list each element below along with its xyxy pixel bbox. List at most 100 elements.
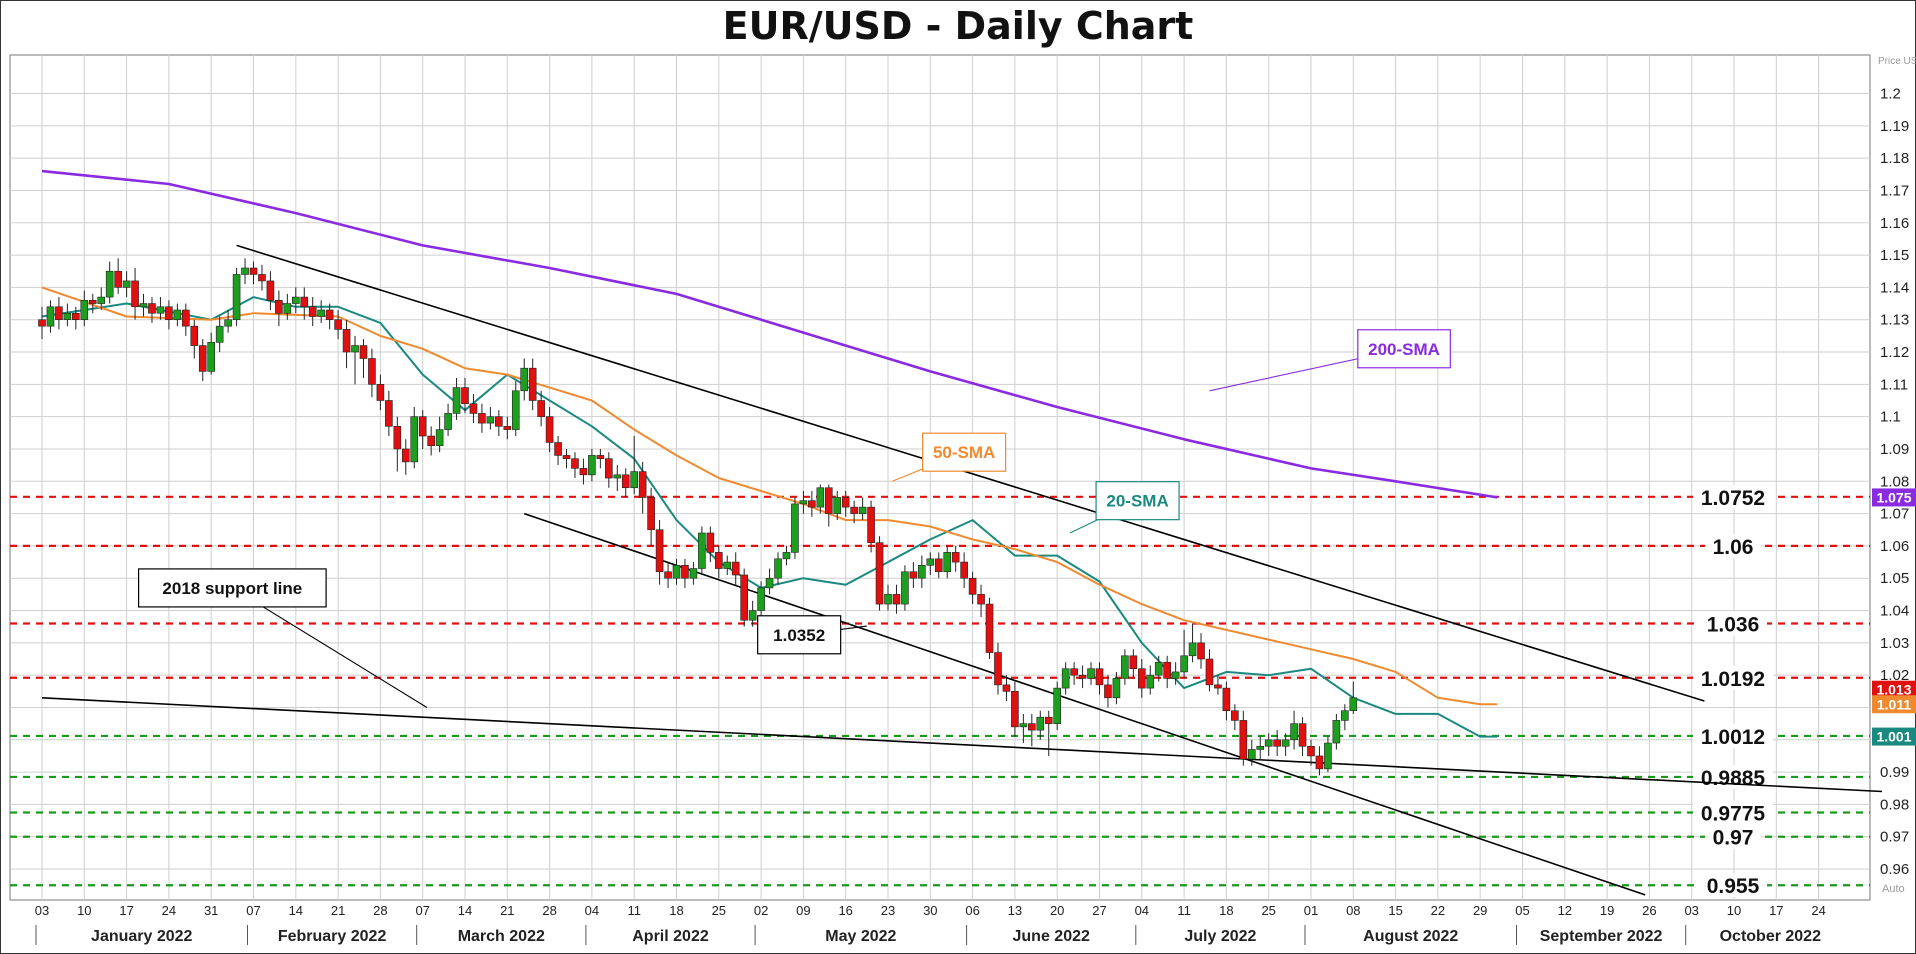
candle-body bbox=[368, 358, 376, 385]
candle-body bbox=[664, 571, 672, 579]
candle bbox=[1349, 681, 1358, 714]
callout-box bbox=[1095, 481, 1180, 521]
level-label-bg bbox=[1699, 873, 1767, 898]
candle bbox=[1315, 746, 1324, 776]
candle-body bbox=[511, 390, 520, 430]
lower-channel-trendline bbox=[523, 512, 1646, 896]
candle bbox=[528, 358, 537, 411]
x-tick-label: 29 bbox=[1473, 903, 1487, 918]
candle bbox=[537, 390, 545, 427]
candle-body bbox=[1036, 716, 1045, 731]
candle-body bbox=[943, 552, 952, 573]
callout-text: 200-SMA bbox=[1368, 340, 1440, 359]
candle bbox=[283, 293, 292, 320]
x-tick-label: 15 bbox=[1388, 903, 1402, 918]
2018-support-trendline bbox=[41, 696, 1883, 793]
candle-body bbox=[469, 403, 478, 414]
candle-body bbox=[892, 594, 901, 605]
candle bbox=[1095, 662, 1104, 695]
candle bbox=[63, 303, 72, 327]
x-tick-label: 12 bbox=[1558, 903, 1572, 918]
candle bbox=[275, 290, 283, 327]
candle bbox=[1180, 629, 1188, 679]
candle bbox=[1290, 710, 1298, 750]
x-tick-label: 24 bbox=[1811, 903, 1825, 918]
candle bbox=[571, 452, 579, 479]
candle bbox=[681, 558, 689, 588]
candle bbox=[714, 545, 723, 579]
candle bbox=[122, 271, 131, 298]
candle bbox=[520, 358, 529, 401]
candle-body bbox=[80, 300, 89, 321]
x-tick-label: 11 bbox=[1177, 903, 1191, 918]
y-tick-label: 0.98 bbox=[1880, 796, 1909, 813]
candle-body bbox=[1264, 739, 1273, 747]
candle bbox=[88, 293, 97, 314]
candle-body bbox=[1053, 687, 1061, 724]
candle bbox=[291, 287, 300, 314]
candle-body bbox=[72, 312, 80, 321]
candle bbox=[867, 500, 875, 553]
candle-body bbox=[723, 561, 732, 569]
candle-body bbox=[985, 603, 994, 653]
candle bbox=[249, 261, 258, 285]
candle-body bbox=[884, 594, 892, 605]
candle bbox=[875, 536, 884, 611]
candle-body bbox=[190, 325, 199, 346]
candle-body bbox=[808, 500, 816, 508]
level-label: 1.0012 bbox=[1701, 726, 1765, 749]
candle-body bbox=[757, 587, 765, 611]
candle-body bbox=[359, 345, 368, 359]
level-label-bg bbox=[1693, 723, 1773, 748]
candle bbox=[452, 377, 461, 420]
candle bbox=[266, 271, 275, 311]
candle bbox=[909, 562, 918, 588]
candle-body bbox=[393, 426, 402, 450]
candle bbox=[774, 552, 782, 585]
grid bbox=[9, 54, 1871, 901]
candle bbox=[901, 565, 909, 611]
candle-body bbox=[1044, 716, 1053, 724]
candle-body bbox=[1070, 668, 1078, 676]
candle bbox=[1121, 649, 1129, 685]
candle-body bbox=[689, 568, 698, 579]
candle bbox=[385, 390, 393, 437]
candle bbox=[841, 490, 850, 517]
candle bbox=[808, 490, 816, 517]
candle-body bbox=[207, 342, 215, 372]
x-tick-label: 10 bbox=[77, 903, 91, 918]
candle-body bbox=[418, 416, 427, 437]
candle-body bbox=[1061, 668, 1070, 689]
callout-text: 50-SMA bbox=[933, 443, 995, 462]
candle bbox=[105, 261, 114, 304]
x-tick-label: 01 bbox=[1304, 903, 1318, 918]
candle bbox=[833, 490, 842, 521]
y-tick-label: 1.02 bbox=[1880, 667, 1909, 684]
candle-body bbox=[486, 416, 495, 424]
candle bbox=[934, 552, 943, 579]
candle bbox=[410, 406, 419, 469]
x-tick-label: 08 bbox=[1346, 903, 1360, 918]
callout-box bbox=[138, 568, 327, 608]
x-month-label: June 2022 bbox=[1013, 928, 1090, 945]
candle-body bbox=[1341, 710, 1349, 721]
candle bbox=[1214, 675, 1222, 695]
candle-body bbox=[435, 429, 444, 447]
candle-body bbox=[1197, 642, 1205, 660]
candle-body bbox=[249, 267, 258, 275]
candle-body bbox=[478, 413, 486, 424]
x-month-label: October 2022 bbox=[1720, 928, 1821, 945]
price-tag bbox=[1872, 695, 1916, 714]
level-label-bg bbox=[1693, 484, 1773, 509]
candle bbox=[985, 597, 994, 660]
candle bbox=[791, 497, 799, 559]
candle-body bbox=[681, 564, 689, 579]
candle bbox=[1070, 662, 1078, 685]
candle-body bbox=[621, 474, 630, 489]
x-tick-label: 18 bbox=[1219, 903, 1233, 918]
candle bbox=[258, 264, 266, 291]
candle-body bbox=[1214, 684, 1222, 689]
candle-body bbox=[1138, 668, 1146, 689]
y-tick-label: 0.97 bbox=[1880, 829, 1909, 846]
candle-body bbox=[1163, 661, 1171, 679]
